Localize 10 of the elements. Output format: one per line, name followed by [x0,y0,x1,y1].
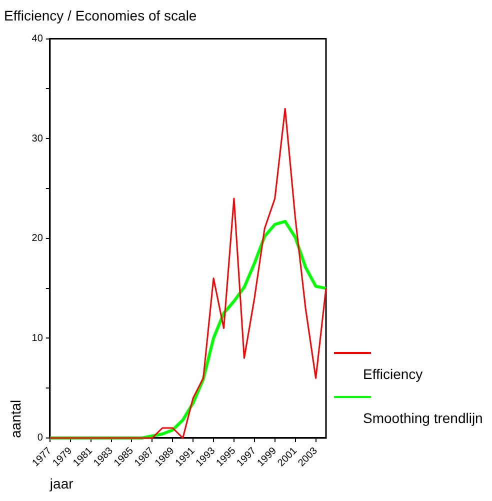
y-tick-label: 20 [32,233,44,244]
x-axis-title: jaar [48,475,74,492]
legend-label: Efficiency [363,366,424,382]
y-tick-label: 0 [37,432,44,444]
y-axis-title: aantal [7,400,24,438]
chart-title: Efficiency / Economies of scale [4,7,197,24]
y-tick-label: 40 [32,34,44,45]
y-tick-label: 10 [32,332,44,344]
legend-label: Smoothing trendlijn [363,410,483,426]
y-tick-label: 30 [32,133,44,144]
